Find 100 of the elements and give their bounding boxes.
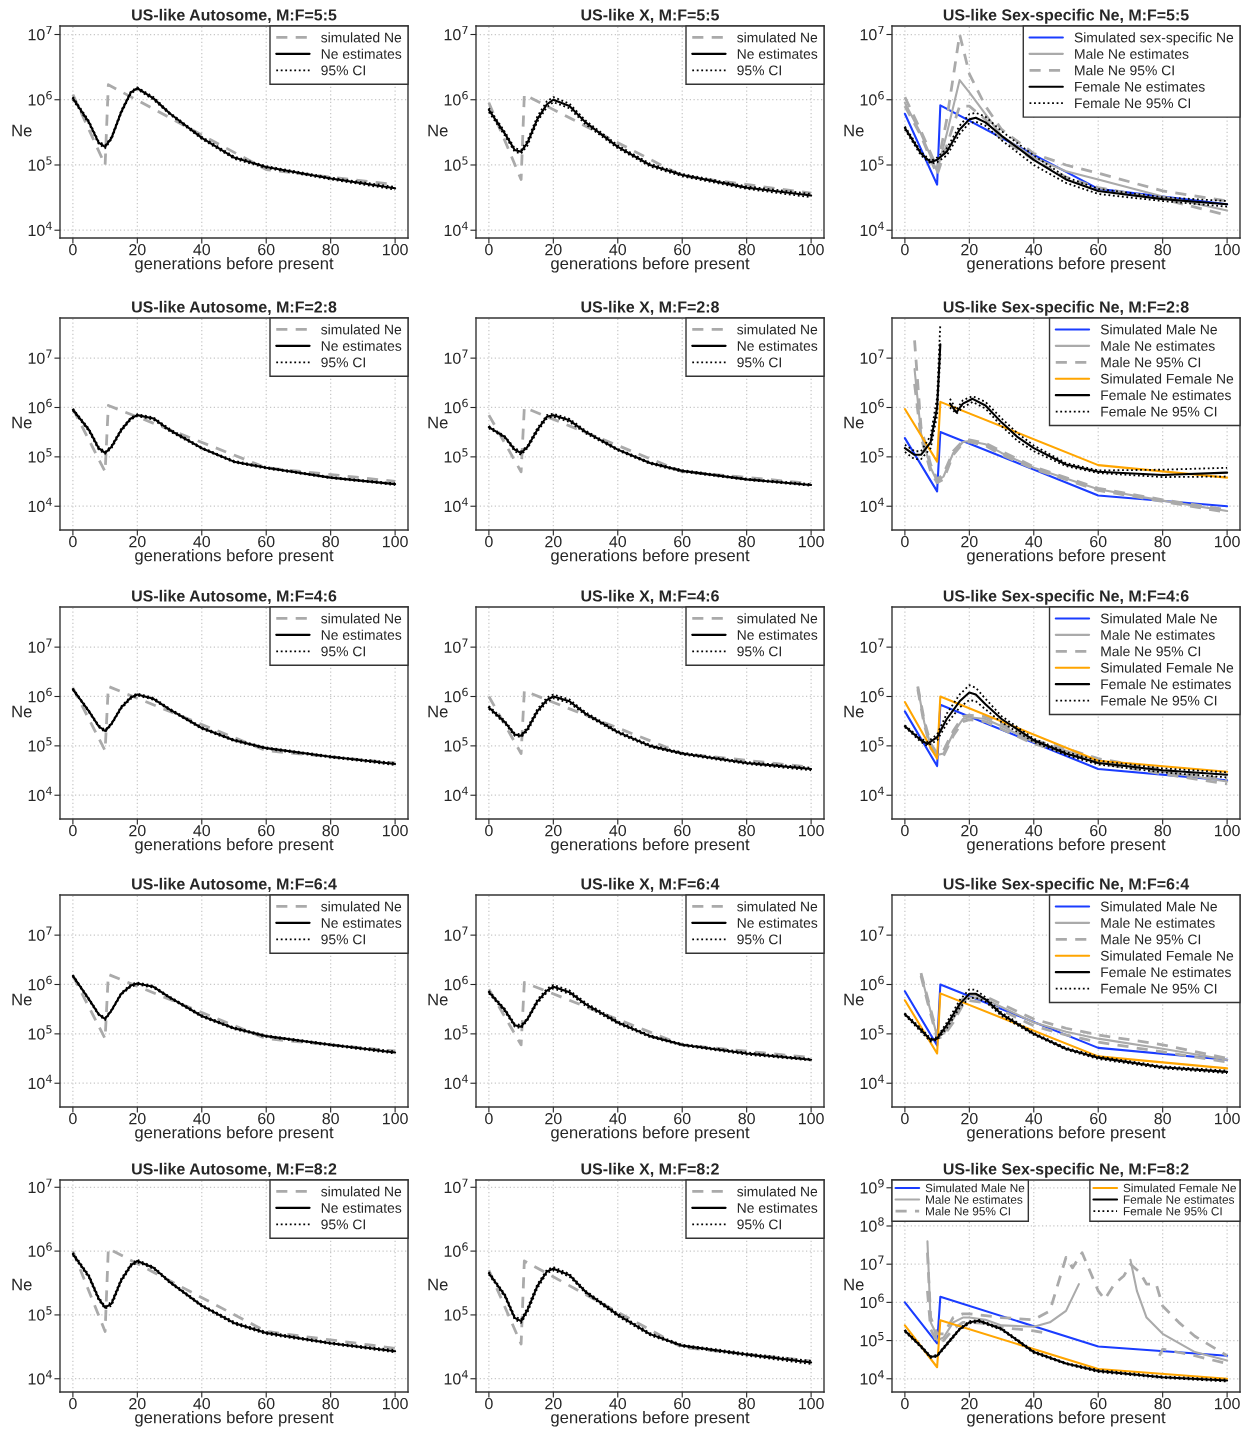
y-axis-title: Ne	[844, 124, 864, 137]
y-tick-label: 10$^{6}$	[444, 975, 468, 991]
legend-label: 95% CI	[321, 646, 365, 657]
y-tick-label: 10$^{5}$	[860, 156, 884, 171]
x-axis-title: generations before present	[135, 1411, 334, 1427]
y-tick-label: 10$^{4}$	[444, 497, 468, 513]
x-tick-label: 0	[485, 243, 493, 256]
x-tick-label: 40	[193, 535, 211, 548]
x-tick-label: 0	[69, 243, 77, 256]
x-axis-title: generations before present	[967, 838, 1166, 854]
x-tick-label: 40	[193, 824, 211, 837]
x-tick-label: 100	[799, 535, 824, 548]
x-tick-label: 100	[383, 535, 408, 548]
legend-label: Male Ne estimates	[926, 1195, 1023, 1204]
x-tick-label: 40	[609, 535, 627, 548]
y-tick-label: 10$^{5}$	[28, 1025, 52, 1040]
x-axis-title: generations before present	[967, 1411, 1166, 1427]
y-tick-label: 10$^{8}$	[860, 1217, 884, 1232]
x-tick-label: 60	[674, 1112, 691, 1125]
chart-title: US-like Sex-specific Ne, M:F=5:5	[943, 8, 1189, 24]
y-tick-label: 10$^{4}$	[28, 497, 52, 513]
x-tick-label: 60	[1090, 824, 1107, 837]
x-tick-label: 20	[129, 243, 146, 256]
x-tick-label: 100	[799, 1397, 824, 1410]
y-tick-label: 10$^{5}$	[444, 1306, 468, 1321]
y-tick-label: 10$^{4}$	[28, 786, 52, 802]
x-tick-label: 0	[901, 1397, 909, 1410]
y-tick-label: 10$^{5}$	[860, 1025, 884, 1040]
chart-title: US-like X, M:F=2:8	[581, 300, 719, 315]
x-tick-label: 20	[961, 535, 978, 548]
y-tick-label: 10$^{6}$	[28, 91, 52, 106]
chart-title: US-like Sex-specific Ne, M:F=8:2	[943, 1162, 1189, 1178]
legend-label: Ne estimates	[737, 1202, 818, 1213]
y-tick-label: 10$^{7}$	[860, 1255, 884, 1271]
chart-title: US-like Sex-specific Ne, M:F=6:4	[943, 877, 1190, 893]
x-tick-label: 60	[674, 243, 691, 256]
x-tick-label: 60	[258, 824, 275, 837]
x-tick-label: 80	[1154, 1112, 1171, 1125]
y-tick-label: 10$^{5}$	[860, 1331, 884, 1347]
y-tick-label: 10$^{6}$	[860, 91, 884, 106]
x-tick-label: 100	[383, 824, 408, 837]
y-axis-title: Ne	[844, 993, 864, 1006]
y-tick-label: 10$^{4}$	[444, 221, 468, 237]
y-tick-label: 10$^{5}$	[444, 156, 468, 171]
legend-label: simulated Ne	[321, 613, 402, 624]
y-tick-label: 10$^{7}$	[28, 349, 52, 364]
x-tick-label: 100	[383, 243, 408, 256]
y-tick-label: 10$^{5}$	[860, 737, 884, 752]
y-tick-label: 10$^{7}$	[860, 926, 884, 941]
legend-label: Male Ne estimates	[1075, 48, 1189, 59]
x-tick-label: 0	[69, 535, 77, 548]
y-axis-title: Ne	[428, 124, 448, 137]
x-tick-label: 0	[69, 1112, 77, 1125]
x-tick-label: 80	[738, 1112, 755, 1125]
x-tick-label: 0	[901, 243, 909, 256]
legend-label: 95% CI	[737, 934, 781, 945]
y-tick-label: 10$^{7}$	[444, 349, 468, 364]
legend-label: Female Ne 95% CI	[1101, 695, 1217, 706]
x-tick-label: 80	[322, 1112, 339, 1125]
x-tick-label: 0	[485, 1397, 493, 1410]
y-axis-title: Ne	[428, 705, 448, 718]
y-tick-label: 10$^{6}$	[28, 687, 52, 703]
x-axis-title: generations before present	[551, 1411, 750, 1427]
x-tick-label: 60	[258, 535, 275, 548]
y-tick-label: 10$^{4}$	[28, 221, 52, 237]
x-tick-label: 60	[258, 1397, 275, 1410]
y-axis-title: Ne	[844, 1278, 864, 1291]
x-tick-label: 0	[69, 1397, 77, 1410]
x-axis-title: generations before present	[967, 257, 1166, 273]
chart-title: US-like Autosome, M:F=2:8	[132, 300, 337, 315]
x-tick-label: 100	[1215, 1112, 1240, 1125]
legend-label: simulated Ne	[321, 1186, 402, 1197]
legend-label: 95% CI	[321, 934, 365, 945]
x-axis-title: generations before present	[967, 549, 1166, 565]
x-tick-label: 20	[129, 824, 146, 837]
y-tick-label: 10$^{5}$	[444, 1025, 468, 1040]
legend-label: simulated Ne	[737, 613, 818, 624]
chart-title: US-like X, M:F=8:2	[581, 1162, 719, 1177]
y-tick-label: 10$^{5}$	[28, 156, 52, 171]
x-tick-label: 60	[1090, 1112, 1107, 1125]
y-tick-label: 10$^{6}$	[860, 1293, 884, 1309]
y-tick-label: 10$^{6}$	[28, 975, 52, 991]
x-tick-label: 0	[485, 824, 493, 837]
x-tick-label: 80	[738, 1397, 755, 1410]
x-tick-label: 80	[322, 243, 339, 256]
legend-label: simulated Ne	[737, 32, 818, 43]
x-tick-label: 60	[258, 243, 275, 256]
y-tick-label: 10$^{5}$	[444, 737, 468, 752]
x-tick-label: 20	[129, 1112, 146, 1125]
x-tick-label: 80	[1154, 824, 1171, 837]
x-tick-label: 0	[485, 535, 493, 548]
legend-label: 95% CI	[737, 646, 781, 657]
x-tick-label: 20	[961, 243, 978, 256]
legend-label: Ne estimates	[737, 48, 818, 59]
y-tick-label: 10$^{7}$	[444, 25, 468, 41]
y-axis-title: Ne	[428, 1278, 448, 1291]
x-tick-label: 20	[545, 535, 562, 548]
legend-label: Male Ne 95% CI	[1101, 357, 1201, 368]
x-tick-label: 80	[1154, 243, 1171, 256]
chart-title: US-like Sex-specific Ne, M:F=4:6	[943, 589, 1189, 605]
